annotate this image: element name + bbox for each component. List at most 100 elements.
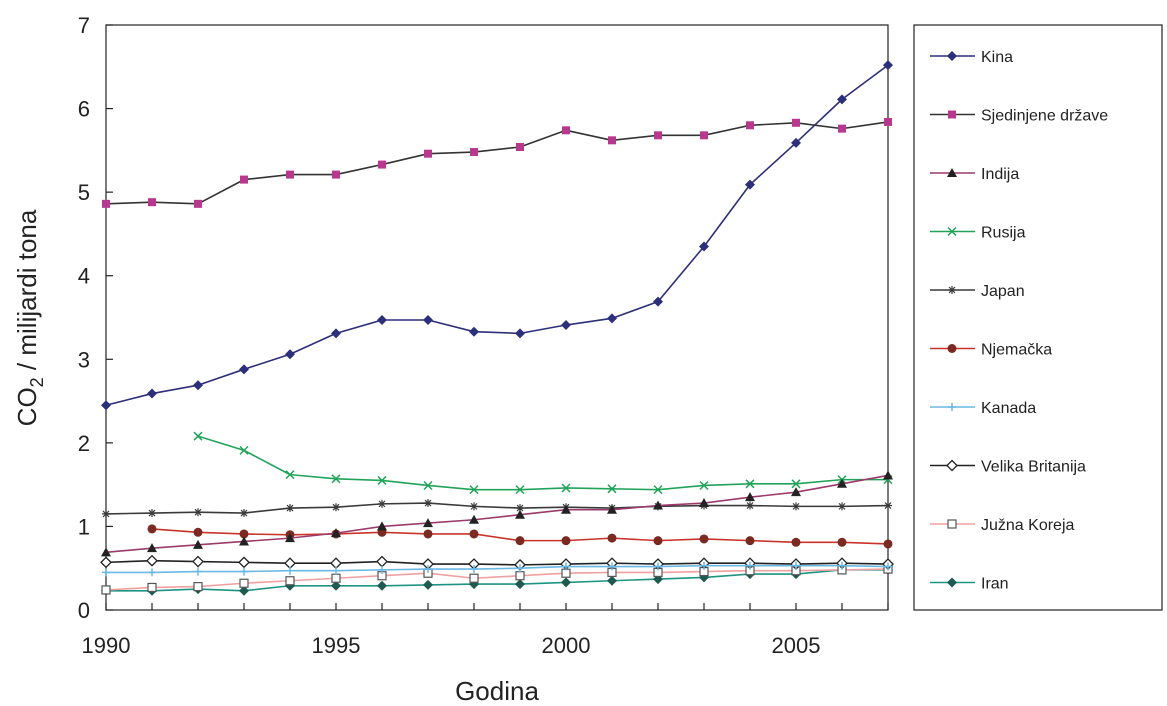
data-point-njemacka (423, 529, 433, 539)
data-point-indija (653, 500, 663, 510)
y-axis-title-main: CO (12, 387, 42, 426)
data-point-japan (792, 502, 800, 511)
data-point-sjedinjene-drzave (884, 117, 892, 126)
data-point-kina (147, 388, 157, 399)
data-point-sjedinjene-drzave (470, 148, 478, 157)
data-point-indija (193, 539, 203, 549)
series-line-indija (105, 474, 889, 554)
x-tick-label: 1995 (312, 633, 361, 658)
data-point-sjedinjene-drzave (608, 136, 616, 145)
series-line-iran (106, 569, 888, 592)
data-point-velika-britanija (330, 557, 342, 570)
data-point-velika-britanija (238, 556, 250, 569)
legend-label: Njemačka (981, 342, 1052, 359)
data-point-indija (239, 536, 249, 546)
y-tick-label: 0 (78, 598, 90, 623)
data-point-kanada (838, 561, 846, 570)
legend-label: Rusija (981, 225, 1026, 242)
data-point-njemacka (883, 539, 893, 549)
data-point-kanada (332, 566, 340, 575)
data-point-indija (791, 487, 801, 497)
data-point-kina (377, 315, 387, 326)
legend-item-kina: Kina (930, 49, 1013, 66)
data-point-rusija (193, 431, 203, 441)
data-point-japan (838, 502, 846, 511)
data-point-kanada (286, 566, 294, 575)
data-point-kanada (562, 562, 570, 571)
data-point-rusija (791, 479, 801, 489)
legend-swatch-marker (947, 168, 957, 177)
data-point-indija (101, 547, 111, 557)
series-line-rusija (197, 435, 888, 491)
data-point-japan (746, 501, 754, 510)
data-point-kina (515, 328, 525, 339)
data-point-kanada (700, 561, 708, 570)
data-point-kina (469, 326, 479, 337)
data-point-japan (470, 502, 478, 511)
data-point-njemacka (791, 537, 801, 547)
data-point-sjedinjene-drzave (700, 131, 708, 140)
data-point-rusija (423, 480, 433, 491)
y-tick-label: 2 (78, 431, 90, 456)
data-point-rusija (377, 475, 387, 485)
data-point-sjedinjene-drzave (148, 198, 156, 207)
legend-item-njemacka: Njemačka (930, 342, 1052, 359)
legend-item-indija: Indija (930, 166, 1019, 183)
data-point-japan (148, 509, 156, 518)
data-point-sjedinjene-drzave (838, 124, 846, 133)
data-point-sjedinjene-drzave (240, 175, 248, 184)
data-point-rusija (469, 485, 479, 495)
data-point-indija (607, 504, 617, 514)
data-point-kina (791, 137, 801, 148)
data-point-kina (607, 313, 617, 324)
data-point-kanada (424, 565, 432, 574)
data-point-njemacka (515, 536, 525, 546)
data-point-njemacka (239, 529, 249, 539)
series-line-velika-britanija (105, 559, 889, 566)
series-line-kina (105, 64, 889, 407)
data-point-juzna-koreja (469, 573, 479, 583)
data-point-njemacka (469, 529, 479, 539)
y-tick-label: 1 (78, 514, 90, 539)
data-point-kanada (470, 565, 478, 574)
legend-swatch-marker (948, 286, 956, 294)
y-tick-label: 3 (78, 347, 90, 372)
legend-swatch-marker (947, 577, 957, 588)
legend-label: Velika Britanija (981, 459, 1086, 476)
data-point-japan (332, 503, 340, 512)
x-tick-label: 2005 (772, 633, 821, 658)
data-point-japan (884, 501, 892, 510)
legend-item-rusija: Rusija (930, 225, 1026, 242)
data-point-rusija (699, 480, 709, 491)
series-indija (101, 470, 893, 557)
legend-label: Japan (981, 283, 1025, 300)
data-point-sjedinjene-drzave (378, 160, 386, 169)
data-point-kina (101, 400, 111, 411)
data-point-indija (561, 504, 571, 514)
data-point-kina (423, 315, 433, 326)
series-sjedinjene-drzave (102, 117, 892, 208)
series-velika-britanija (100, 554, 894, 571)
data-point-rusija (285, 470, 295, 480)
data-point-iran (561, 577, 571, 588)
data-point-iran (239, 585, 249, 596)
data-point-indija (699, 498, 709, 508)
data-point-kanada (516, 564, 524, 573)
series-rusija (193, 431, 893, 495)
data-point-kina (699, 241, 709, 252)
legend-swatch-marker (947, 226, 957, 237)
y-tick-label: 6 (78, 97, 90, 122)
data-point-japan (424, 499, 432, 508)
data-point-kina (653, 296, 663, 307)
data-point-juzna-koreja (331, 573, 341, 583)
data-point-rusija (607, 484, 617, 494)
x-tick-label: 1990 (82, 633, 131, 658)
data-point-indija (883, 470, 893, 480)
data-point-indija (331, 528, 341, 538)
data-point-japan (286, 504, 294, 513)
series-iran (101, 564, 893, 596)
legend-label: Iran (981, 576, 1009, 593)
y-axis-title: CO2 / milijardi tona (12, 209, 47, 426)
data-point-velika-britanija (192, 555, 204, 568)
